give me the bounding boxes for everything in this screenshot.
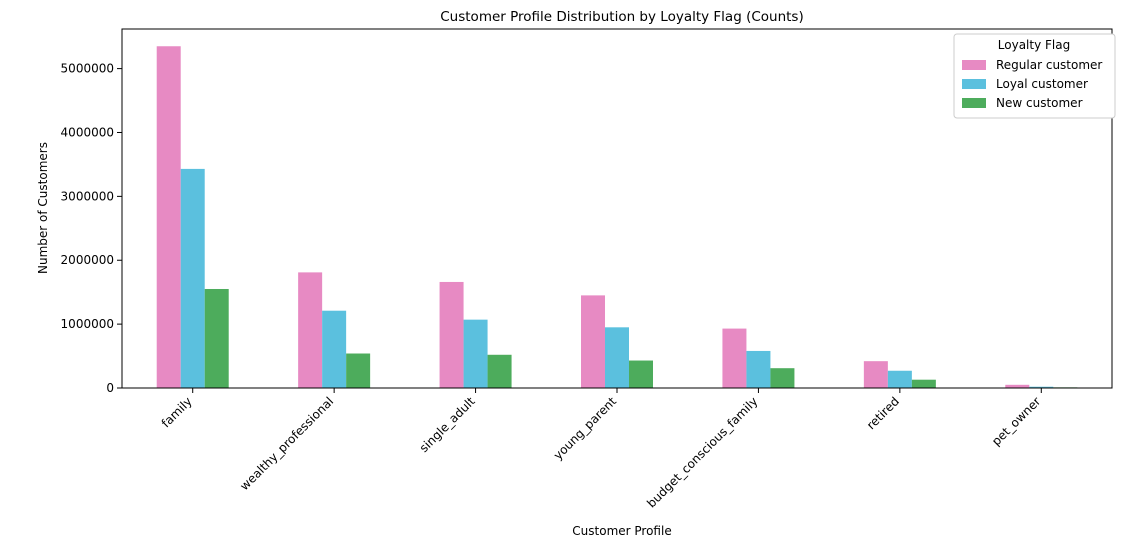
y-axis: 0 1000000 2000000 3000000 4000000 5000000	[61, 62, 122, 395]
bar-family-1	[180, 168, 205, 388]
bar-wealthy_professional-0	[298, 272, 323, 388]
bar-wealthy_professional-1	[322, 310, 347, 388]
bar-young_parent-1	[605, 327, 629, 388]
x-tick-label: wealthy_professional	[237, 394, 336, 493]
y-axis-label: Number of Customers	[36, 142, 50, 274]
plot-frame	[121, 28, 1113, 389]
bar-pet_owner-1	[1029, 386, 1054, 388]
bar-young_parent-2	[629, 360, 653, 388]
x-tick-label: retired	[864, 394, 902, 432]
x-tick-label: single_adult	[417, 394, 478, 455]
legend-label: New customer	[996, 96, 1083, 110]
legend-title: Loyalty Flag	[998, 38, 1070, 52]
bar-single_adult-1	[463, 319, 488, 388]
y-tick-label: 1000000	[61, 317, 114, 331]
legend-swatch	[962, 98, 986, 108]
x-tick-label: budget_conscious_family	[644, 394, 760, 510]
legend-swatch	[962, 60, 986, 70]
x-tick-label: young_parent	[551, 394, 620, 463]
bar-family-2	[204, 288, 229, 388]
bar-wealthy_professional-2	[346, 353, 371, 388]
y-tick-label: 5000000	[61, 62, 114, 76]
legend: Loyalty Flag Regular customer Loyal custo…	[953, 33, 1116, 119]
bar-single_adult-0	[439, 281, 464, 388]
bar-retired-0	[863, 361, 888, 388]
bar-young_parent-0	[581, 295, 605, 388]
bar-family-0	[156, 46, 181, 388]
bar-retired-2	[911, 379, 936, 388]
y-tick-label: 4000000	[61, 125, 114, 139]
bars-group	[156, 46, 1078, 388]
bar-pet_owner-0	[1005, 384, 1030, 388]
chart-title: Customer Profile Distribution by Loyalty…	[440, 9, 803, 25]
x-tick-label: family	[159, 394, 195, 430]
y-tick-label: 3000000	[61, 189, 114, 203]
bar-retired-1	[887, 370, 912, 388]
x-tick-label: pet_owner	[989, 394, 1043, 448]
bar-single_adult-2	[487, 354, 512, 388]
y-tick-label: 2000000	[61, 253, 114, 267]
legend-box	[953, 33, 1116, 119]
legend-label: Loyal customer	[996, 77, 1088, 91]
bar-budget_conscious_family-0	[722, 328, 747, 388]
bar-budget_conscious_family-1	[746, 350, 771, 388]
x-axis-label: Customer Profile	[572, 524, 671, 538]
bar-budget_conscious_family-2	[770, 368, 795, 388]
x-axis: family wealthy_professional single_adult yo…	[159, 388, 1043, 511]
legend-label: Regular customer	[996, 58, 1102, 72]
y-tick-label: 0	[106, 381, 114, 395]
legend-swatch	[962, 79, 986, 89]
